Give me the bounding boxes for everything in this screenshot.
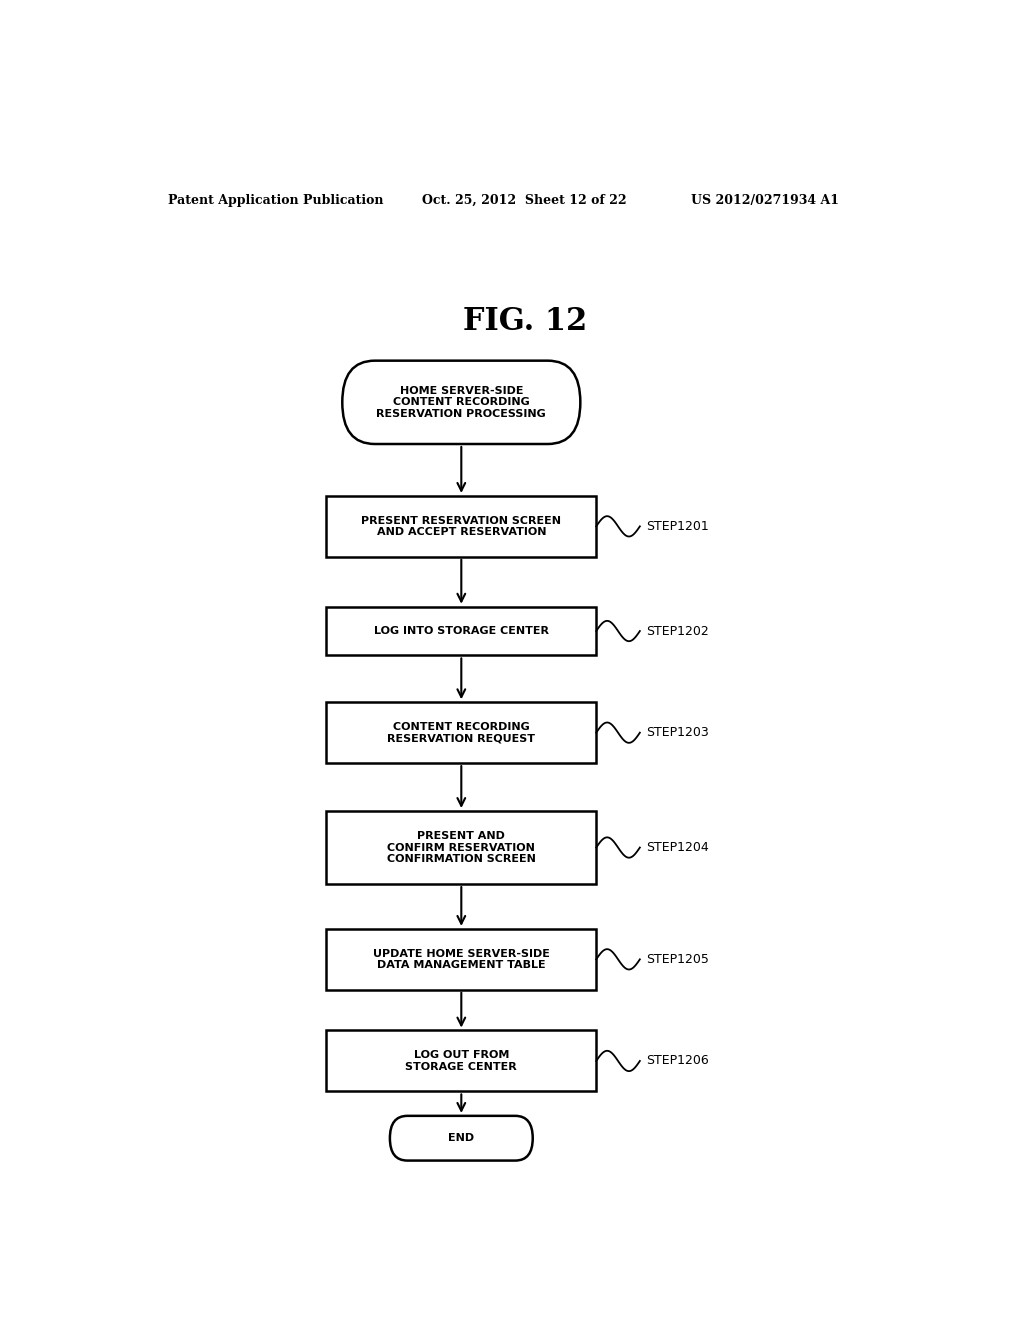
Bar <box>327 810 596 884</box>
Text: STEP1204: STEP1204 <box>646 841 709 854</box>
Bar <box>327 1031 596 1092</box>
Text: US 2012/0271934 A1: US 2012/0271934 A1 <box>691 194 840 207</box>
Bar <box>327 929 596 990</box>
Text: STEP1201: STEP1201 <box>646 520 709 533</box>
Bar <box>327 496 596 557</box>
Text: FIG. 12: FIG. 12 <box>463 306 587 337</box>
FancyBboxPatch shape <box>390 1115 532 1160</box>
Bar <box>327 702 596 763</box>
Text: UPDATE HOME SERVER-SIDE
DATA MANAGEMENT TABLE: UPDATE HOME SERVER-SIDE DATA MANAGEMENT … <box>373 949 550 970</box>
Text: PRESENT AND
CONFIRM RESERVATION
CONFIRMATION SCREEN: PRESENT AND CONFIRM RESERVATION CONFIRMA… <box>387 830 536 865</box>
Text: LOG OUT FROM
STORAGE CENTER: LOG OUT FROM STORAGE CENTER <box>406 1051 517 1072</box>
Text: STEP1202: STEP1202 <box>646 624 709 638</box>
Bar <box>327 607 596 656</box>
Text: PRESENT RESERVATION SCREEN
AND ACCEPT RESERVATION: PRESENT RESERVATION SCREEN AND ACCEPT RE… <box>361 516 561 537</box>
Text: STEP1203: STEP1203 <box>646 726 709 739</box>
Text: STEP1206: STEP1206 <box>646 1055 709 1068</box>
Text: HOME SERVER-SIDE
CONTENT RECORDING
RESERVATION PROCESSING: HOME SERVER-SIDE CONTENT RECORDING RESER… <box>377 385 546 418</box>
Text: CONTENT RECORDING
RESERVATION REQUEST: CONTENT RECORDING RESERVATION REQUEST <box>387 722 536 743</box>
Text: END: END <box>449 1133 474 1143</box>
Text: STEP1205: STEP1205 <box>646 953 709 966</box>
Text: LOG INTO STORAGE CENTER: LOG INTO STORAGE CENTER <box>374 626 549 636</box>
Text: Oct. 25, 2012  Sheet 12 of 22: Oct. 25, 2012 Sheet 12 of 22 <box>422 194 627 207</box>
Text: Patent Application Publication: Patent Application Publication <box>168 194 383 207</box>
FancyBboxPatch shape <box>342 360 581 444</box>
